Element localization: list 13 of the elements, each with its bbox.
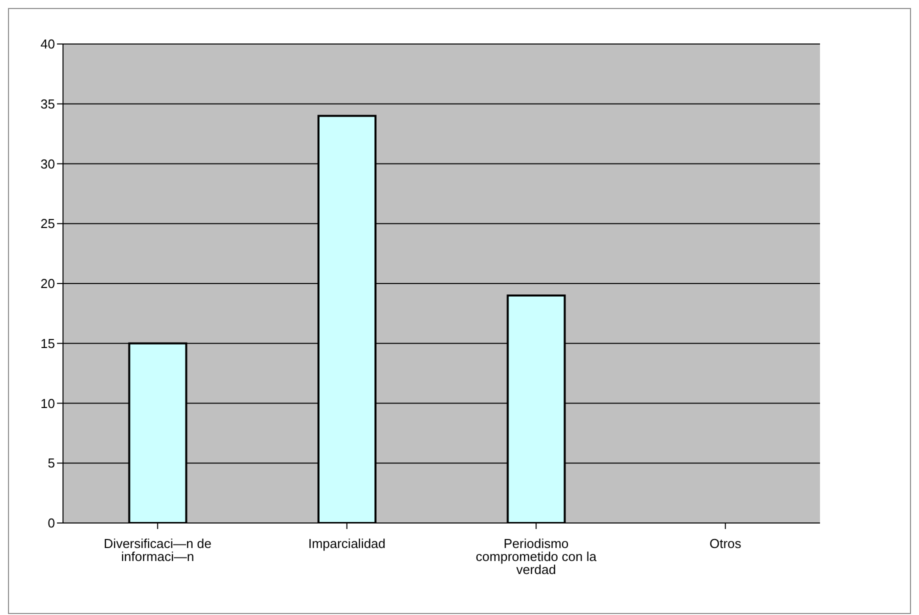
y-tick-label: 15 <box>40 336 55 351</box>
y-tick-label: 5 <box>48 456 55 471</box>
x-tick-label: Diversificaci—n de informaci—n <box>104 536 212 564</box>
x-tick-label: Periodismo comprometido con la verdad <box>476 536 598 578</box>
x-tick-label: Otros <box>709 536 742 552</box>
y-tick-label: 40 <box>40 36 55 52</box>
y-tick-label: 0 <box>48 516 55 531</box>
y-tick-label: 10 <box>40 396 55 411</box>
y-tick-label: 35 <box>40 96 55 112</box>
y-tick-label: 20 <box>40 276 55 292</box>
y-tick-label: 30 <box>40 156 55 172</box>
x-tick-label: Imparcialidad <box>308 536 386 552</box>
y-tick-label: 25 <box>40 216 55 232</box>
